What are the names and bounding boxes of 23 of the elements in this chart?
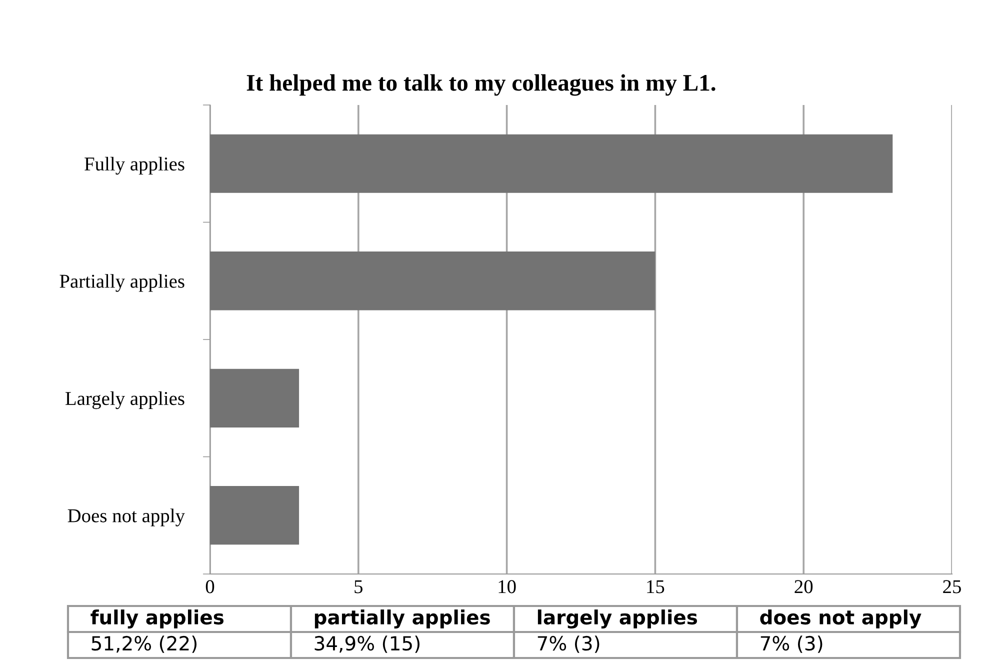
x-tick-label: 10 [498, 580, 516, 594]
bar [210, 486, 300, 545]
text: 34,9% (15) [314, 636, 420, 653]
text: fully applies [90, 610, 224, 628]
text: 7% (3) [538, 636, 600, 653]
text: partially applies [314, 610, 490, 628]
y-tick-label: Fully applies [84, 156, 184, 175]
bar [210, 368, 300, 428]
text: does not apply [760, 610, 922, 628]
y-tick-label: Partially applies [60, 274, 184, 292]
x-tick-label: 20 [794, 580, 813, 594]
bar [210, 134, 893, 193]
x-tick-label: 5 [354, 580, 362, 594]
chart-title: It helped me to talk to my colleagues in my L1. [246, 74, 716, 96]
text: 51,2% (22) [92, 636, 196, 653]
x-tick-label: 25 [943, 580, 961, 594]
text: largely applies [538, 610, 698, 628]
y-tick-label: Largely applies [66, 391, 184, 410]
x-tick-label: 0 [206, 580, 214, 594]
bar [210, 252, 656, 310]
text: 7% (3) [760, 636, 822, 653]
x-tick-label: 15 [647, 580, 664, 594]
y-tick-label: Does not apply [68, 508, 185, 526]
